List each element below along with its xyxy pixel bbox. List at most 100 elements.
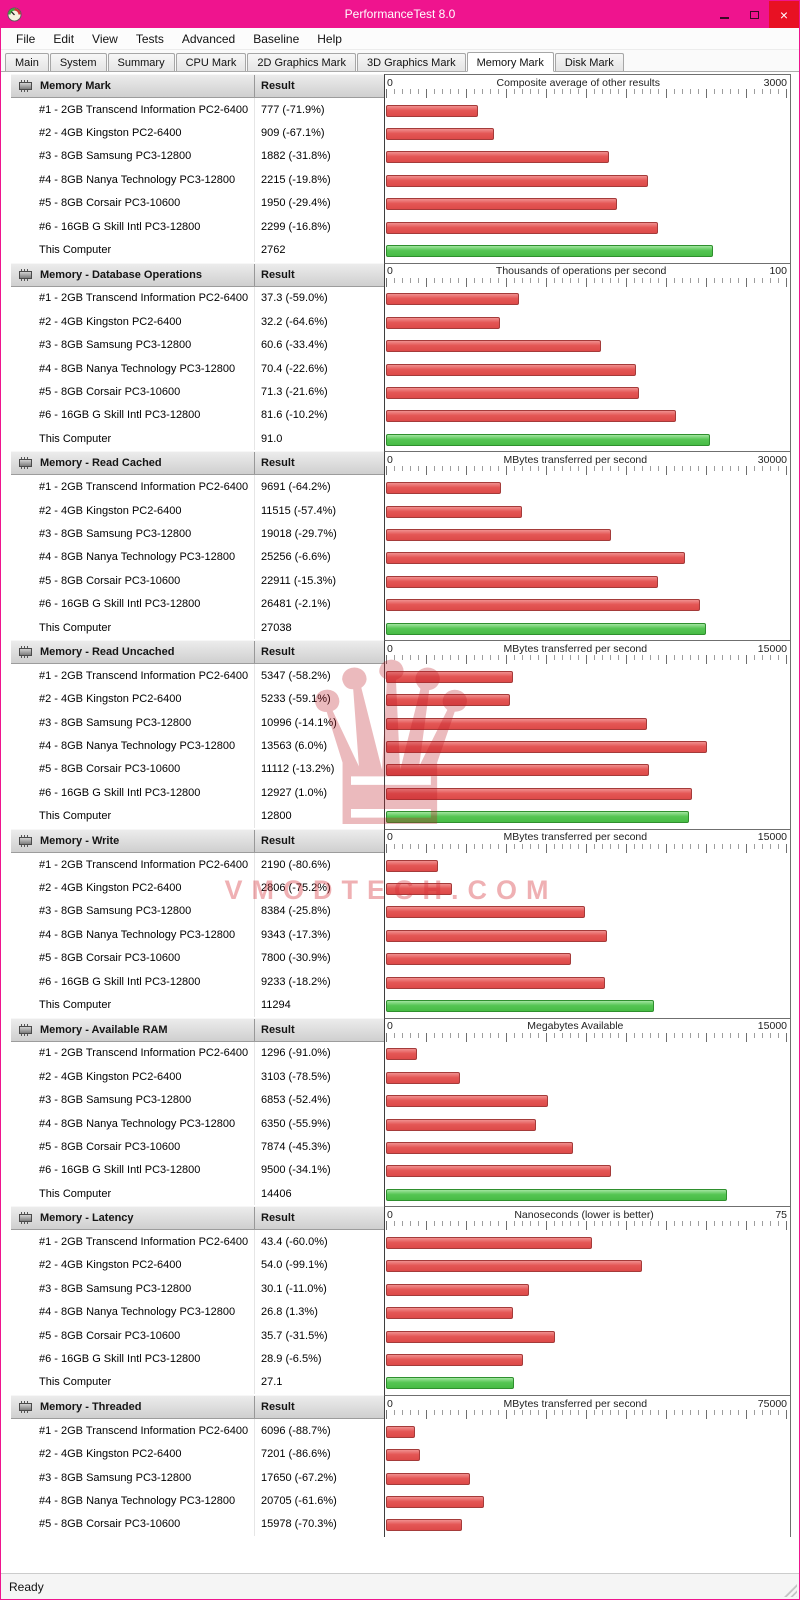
result-row[interactable]: #3 - 8GB Samsung PC3-12800 30.1 (-11.0%) [11, 1277, 384, 1301]
menu-baseline[interactable]: Baseline [253, 31, 300, 46]
tab-2d-graphics-mark[interactable]: 2D Graphics Mark [247, 53, 356, 71]
result-row[interactable]: This Computer 12800 [11, 804, 384, 828]
result-row[interactable]: #2 - 4GB Kingston PC2-6400 11515 (-57.4%) [11, 498, 384, 523]
result-row[interactable]: #6 - 16GB G Skill Intl PC3-12800 81.6 (-1… [11, 403, 384, 428]
result-row[interactable]: #1 - 2GB Transcend Information PC2-6400 7… [11, 98, 384, 122]
result-row[interactable]: #1 - 2GB Transcend Information PC2-6400 1… [11, 1041, 384, 1066]
result-row[interactable]: #5 - 8GB Corsair PC3-10600 71.3 (-21.6%) [11, 380, 384, 404]
section-table: Memory - Threaded Result #1 - 2GB Transcen… [11, 1395, 384, 1537]
result-row[interactable]: #3 - 8GB Samsung PC3-12800 1882 (-31.8%) [11, 144, 384, 169]
row-name: #6 - 16GB G Skill Intl PC3-12800 [39, 975, 201, 988]
result-bar [386, 1048, 417, 1061]
result-row[interactable]: #3 - 8GB Samsung PC3-12800 10996 (-14.1%) [11, 710, 384, 735]
result-row[interactable]: #2 - 4GB Kingston PC2-6400 2806 (-75.2%) [11, 876, 384, 900]
result-row[interactable]: #2 - 4GB Kingston PC2-6400 54.0 (-99.1%) [11, 1253, 384, 1278]
result-row[interactable]: This Computer 27.1 [11, 1370, 384, 1395]
result-row[interactable]: #6 - 16GB G Skill Intl PC3-12800 2299 (-1… [11, 214, 384, 239]
result-row[interactable]: #4 - 8GB Nanya Technology PC3-12800 6350 … [11, 1111, 384, 1136]
row-result: 26.8 (1.3%) [254, 1300, 384, 1324]
result-row[interactable]: This Computer 27038 [11, 615, 384, 640]
result-row[interactable]: #4 - 8GB Nanya Technology PC3-12800 70.4 … [11, 356, 384, 381]
tab-3d-graphics-mark[interactable]: 3D Graphics Mark [356, 53, 466, 71]
close-button[interactable]: × [769, 1, 799, 28]
tab-memory-mark[interactable]: Memory Mark [466, 52, 554, 72]
axis-max-label: 75000 [757, 1397, 787, 1410]
result-row[interactable]: #1 - 2GB Transcend Information PC2-6400 9… [11, 475, 384, 499]
row-result: 777 (-71.9%) [254, 98, 384, 122]
result-row[interactable]: #2 - 4GB Kingston PC2-6400 909 (-67.1%) [11, 121, 384, 145]
result-row[interactable]: This Computer 91.0 [11, 427, 384, 451]
result-row[interactable]: #1 - 2GB Transcend Information PC2-6400 3… [11, 286, 384, 311]
tab-disk-mark[interactable]: Disk Mark [554, 53, 624, 71]
result-bar [386, 363, 637, 376]
row-name: #5 - 8GB Corsair PC3-10600 [39, 1329, 181, 1342]
result-row[interactable]: #6 - 16GB G Skill Intl PC3-12800 12927 (1… [11, 781, 384, 805]
app-icon[interactable] [7, 7, 22, 22]
menu-edit[interactable]: Edit [53, 31, 75, 46]
result-row[interactable]: #4 - 8GB Nanya Technology PC3-12800 2215 … [11, 168, 384, 192]
row-name: #3 - 8GB Samsung PC3-12800 [39, 716, 192, 729]
result-row[interactable]: This Computer 14406 [11, 1182, 384, 1206]
row-result: 2762 [254, 238, 384, 262]
tab-cpu-mark[interactable]: CPU Mark [175, 53, 247, 71]
result-row[interactable]: #3 - 8GB Samsung PC3-12800 60.6 (-33.4%) [11, 333, 384, 357]
result-row[interactable]: #5 - 8GB Corsair PC3-10600 15978 (-70.3%) [11, 1512, 384, 1537]
tab-bar: Main System Summary CPU Mark 2D Graphics Mar… [1, 50, 799, 72]
bar-row [385, 500, 790, 523]
result-row[interactable]: #3 - 8GB Samsung PC3-12800 6853 (-52.4%) [11, 1088, 384, 1112]
result-bar [386, 128, 494, 141]
result-row[interactable]: #5 - 8GB Corsair PC3-10600 22911 (-15.3%) [11, 569, 384, 593]
result-row[interactable]: #6 - 16GB G Skill Intl PC3-12800 28.9 (-6… [11, 1347, 384, 1371]
result-row[interactable]: #5 - 8GB Corsair PC3-10600 7874 (-45.3%) [11, 1135, 384, 1159]
result-row[interactable]: #5 - 8GB Corsair PC3-10600 7800 (-30.9%) [11, 946, 384, 970]
menu-view[interactable]: View [92, 31, 118, 46]
result-row[interactable]: #6 - 16GB G Skill Intl PC3-12800 9233 (-1… [11, 969, 384, 994]
result-row[interactable]: #1 - 2GB Transcend Information PC2-6400 2… [11, 852, 384, 877]
menu-file[interactable]: File [16, 31, 36, 46]
row-result: 909 (-67.1%) [254, 121, 384, 145]
result-row[interactable]: #5 - 8GB Corsair PC3-10600 35.7 (-31.5%) [11, 1323, 384, 1348]
result-row[interactable]: #5 - 8GB Corsair PC3-10600 1950 (-29.4%) [11, 191, 384, 215]
row-result: 9343 (-17.3%) [254, 923, 384, 947]
result-row[interactable]: #4 - 8GB Nanya Technology PC3-12800 26.8 … [11, 1300, 384, 1324]
result-bar [386, 1330, 556, 1343]
result-row[interactable]: #4 - 8GB Nanya Technology PC3-12800 25256… [11, 545, 384, 570]
maximize-button[interactable] [739, 1, 769, 28]
minimize-button[interactable] [709, 1, 739, 28]
resize-grip[interactable] [784, 1584, 797, 1597]
tab-main[interactable]: Main [5, 53, 49, 71]
menu-advanced[interactable]: Advanced [181, 31, 236, 46]
result-row[interactable]: #4 - 8GB Nanya Technology PC3-12800 13563… [11, 734, 384, 758]
result-row[interactable]: #6 - 16GB G Skill Intl PC3-12800 9500 (-3… [11, 1158, 384, 1183]
result-row[interactable]: This Computer 11294 [11, 993, 384, 1017]
row-name: This Computer [39, 1376, 112, 1389]
result-bar [386, 906, 585, 919]
result-row[interactable]: This Computer 2762 [11, 238, 384, 262]
result-bar [386, 386, 640, 399]
tab-system[interactable]: System [49, 53, 107, 71]
result-row[interactable]: #5 - 8GB Corsair PC3-10600 11112 (-13.2%) [11, 757, 384, 782]
result-bar [386, 316, 501, 329]
result-row[interactable]: #3 - 8GB Samsung PC3-12800 8384 (-25.8%) [11, 899, 384, 924]
result-row[interactable]: #6 - 16GB G Skill Intl PC3-12800 26481 (-… [11, 592, 384, 616]
this-computer-bar [386, 1377, 515, 1390]
result-bar [386, 104, 479, 117]
result-row[interactable]: #2 - 4GB Kingston PC2-6400 32.2 (-64.6%) [11, 310, 384, 334]
result-row[interactable]: #3 - 8GB Samsung PC3-12800 19018 (-29.7%) [11, 522, 384, 546]
result-row[interactable]: #1 - 2GB Transcend Information PC2-6400 4… [11, 1230, 384, 1254]
tab-summary[interactable]: Summary [107, 53, 175, 71]
result-row[interactable]: #3 - 8GB Samsung PC3-12800 17650 (-67.2%) [11, 1465, 384, 1490]
result-row[interactable]: #1 - 2GB Transcend Information PC2-6400 5… [11, 664, 384, 688]
result-row[interactable]: #4 - 8GB Nanya Technology PC3-12800 9343 … [11, 923, 384, 947]
result-row[interactable]: #2 - 4GB Kingston PC2-6400 7201 (-86.6%) [11, 1442, 384, 1466]
row-name: #1 - 2GB Transcend Information PC2-6400 [39, 1236, 249, 1249]
axis-ruler [386, 1032, 788, 1043]
section-header: Memory Mark Result [11, 74, 384, 98]
result-row[interactable]: #4 - 8GB Nanya Technology PC3-12800 20705… [11, 1489, 384, 1513]
menu-tests[interactable]: Tests [135, 31, 164, 46]
menu-help[interactable]: Help [317, 31, 342, 46]
result-row[interactable]: #1 - 2GB Transcend Information PC2-6400 6… [11, 1419, 384, 1443]
result-row[interactable]: #2 - 4GB Kingston PC2-6400 3103 (-78.5%) [11, 1065, 384, 1089]
chart-axis: 0 MBytes transferred per second 15000 [385, 830, 790, 843]
result-row[interactable]: #2 - 4GB Kingston PC2-6400 5233 (-59.1%) [11, 687, 384, 711]
